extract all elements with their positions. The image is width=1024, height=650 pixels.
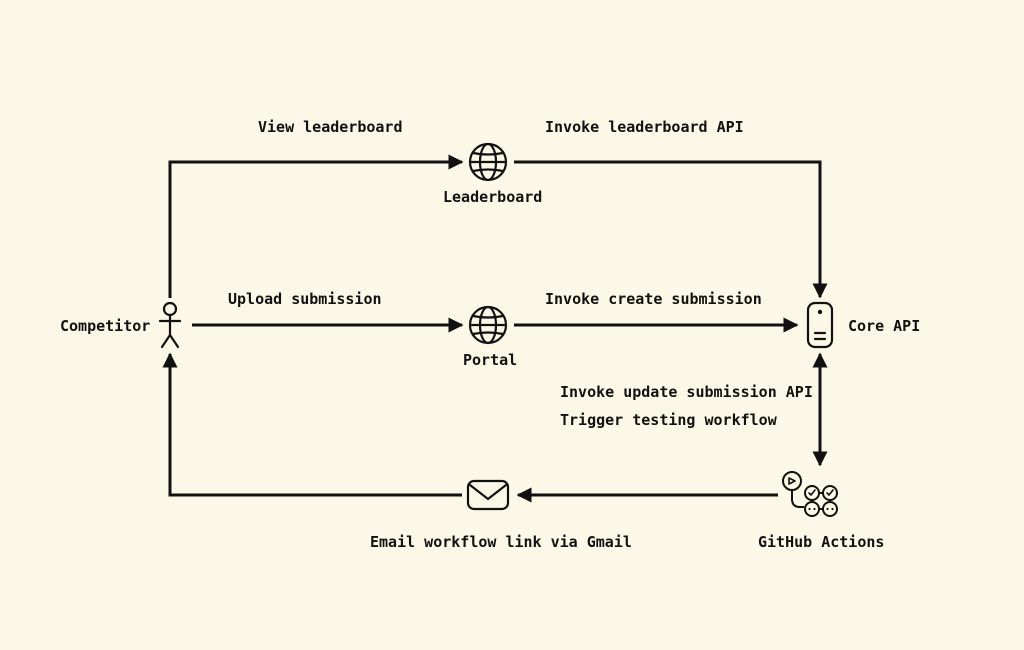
github-actions-icon — [783, 472, 837, 516]
edge-label: Upload submission — [228, 290, 382, 308]
edge-label: View leaderboard — [258, 118, 403, 136]
node-label-email: Email workflow link via Gmail — [370, 533, 632, 551]
edge-email-competitor — [170, 354, 462, 495]
node-label-github: GitHub Actions — [758, 533, 884, 551]
globe-icon — [470, 144, 506, 180]
edge-label: Invoke leaderboard API — [545, 118, 744, 136]
edge-label: Invoke create submission — [545, 290, 762, 308]
mail-icon — [468, 481, 508, 509]
edge-competitor-leaderboard — [170, 162, 462, 298]
node-label-competitor: Competitor — [60, 317, 150, 335]
edge-label: Invoke update submission API — [560, 383, 813, 401]
node-label-leaderboard: Leaderboard — [443, 188, 542, 206]
edge-label: Trigger testing workflow — [560, 411, 777, 429]
node-label-coreapi: Core API — [848, 317, 920, 335]
edge-leaderboard-coreapi — [514, 162, 820, 297]
person-icon — [160, 303, 180, 347]
server-icon — [808, 303, 832, 347]
globe-icon — [470, 307, 506, 343]
node-label-portal: Portal — [463, 351, 517, 369]
